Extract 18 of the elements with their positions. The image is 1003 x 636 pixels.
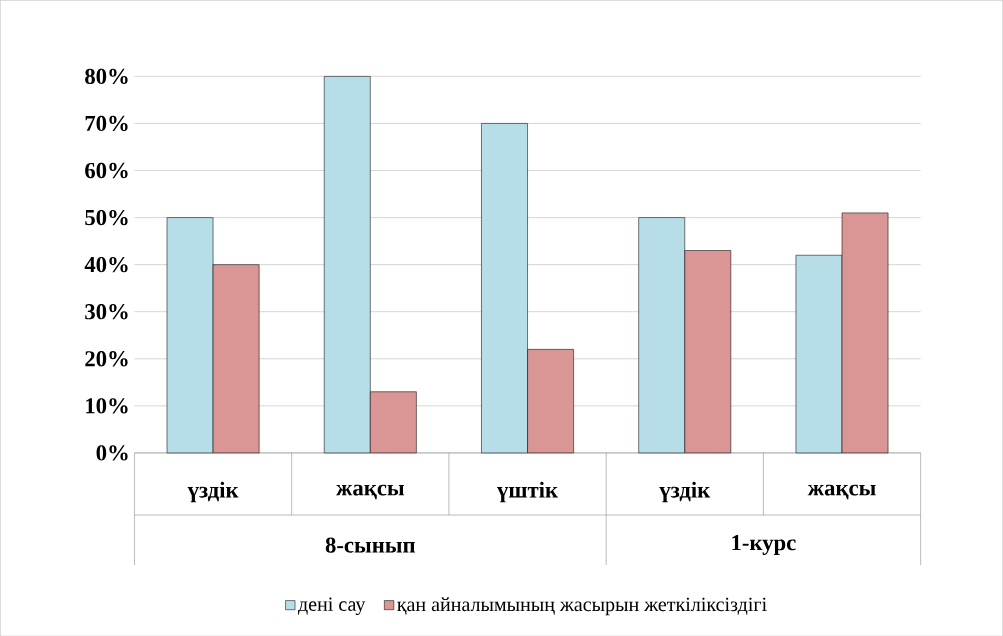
x-tick-label: жақсы [807, 484, 876, 500]
y-tick-label: 40% [84, 256, 128, 273]
y-tick-label: 0% [96, 445, 128, 461]
legend-label: қан айналымының жасырын жеткіліксіздігі [397, 597, 767, 616]
x-tick-label: үштік [497, 481, 559, 503]
text: 1-курс [732, 534, 796, 555]
x-tick-label: жақсы [336, 484, 405, 500]
y-tick-label: 60% [85, 162, 128, 178]
y-tick-label: 80% [85, 68, 128, 84]
y-tick-label: 30% [85, 303, 128, 320]
y-tick-label: 20% [85, 350, 128, 367]
x-tick-label: үздік [659, 481, 711, 503]
y-tick-label: 50% [85, 209, 128, 226]
y-tick-label: 10% [86, 397, 128, 414]
legend-label: дені сау [297, 597, 366, 615]
text: 8-сынып [325, 537, 416, 553]
x-tick-label: үздік [187, 481, 239, 503]
y-tick-label: 70% [85, 115, 128, 131]
